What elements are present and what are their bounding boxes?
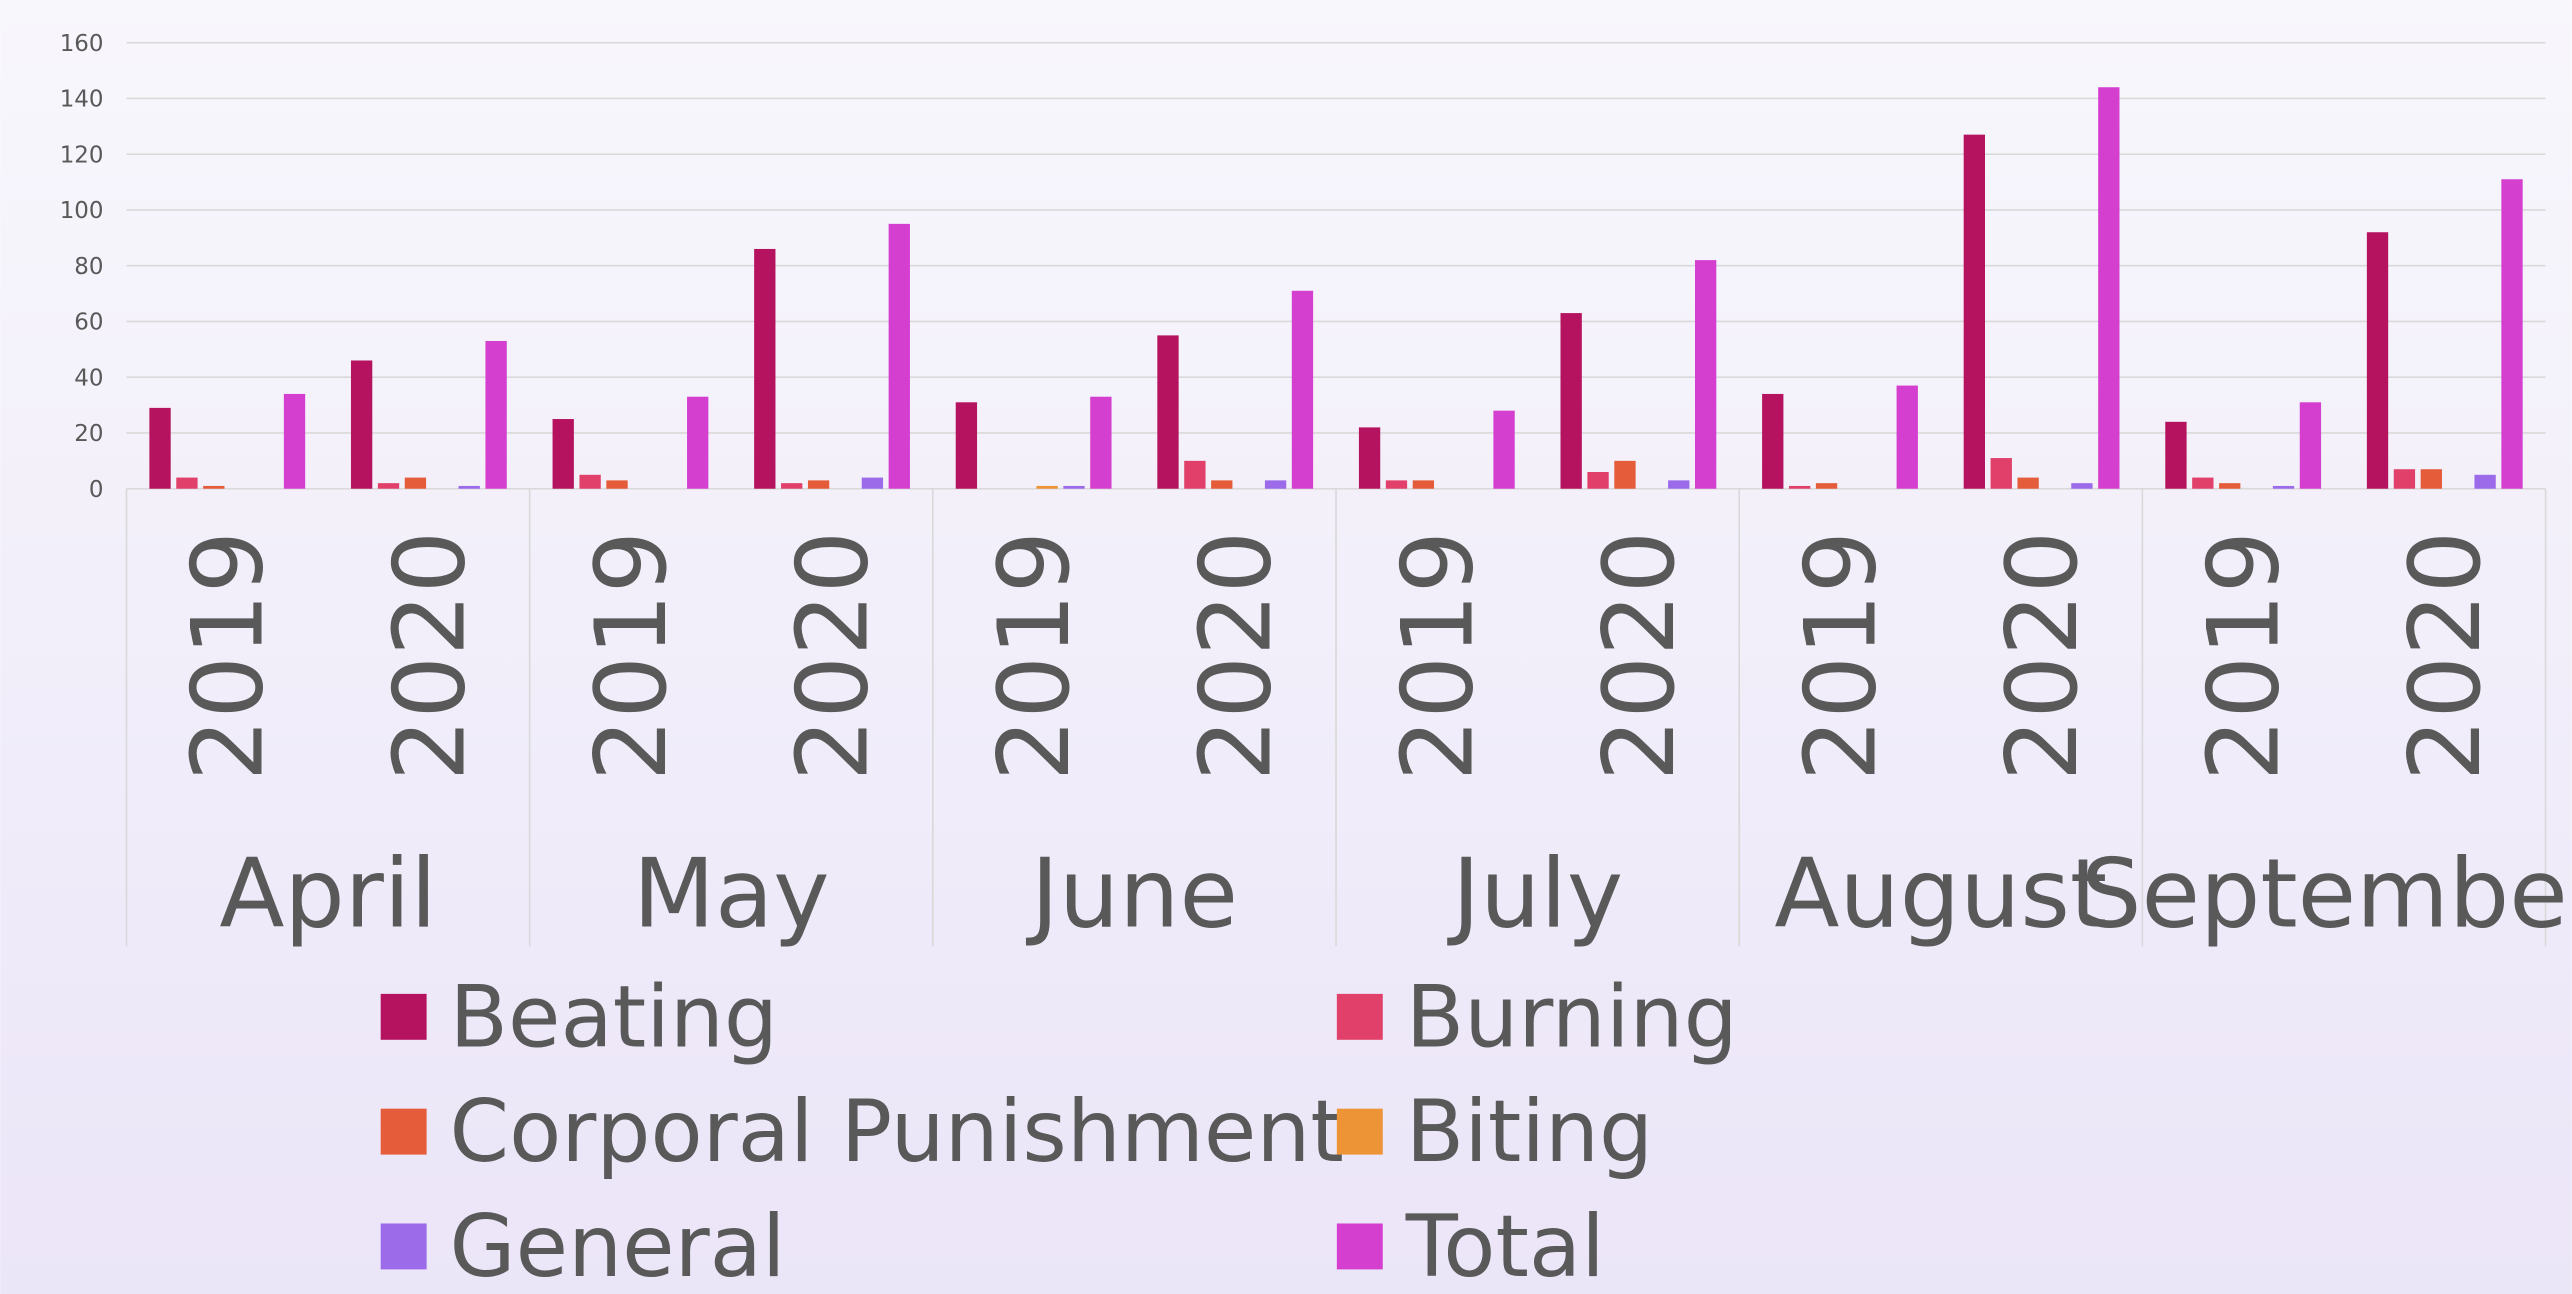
bar <box>1560 313 1582 489</box>
legend-label: Beating <box>450 968 779 1067</box>
bar <box>2098 87 2120 489</box>
bar <box>1493 410 1515 489</box>
group-label: July <box>1447 840 1623 950</box>
legend-label: Total <box>1405 1198 1605 1294</box>
bar <box>1211 480 1233 489</box>
bar <box>1614 460 1636 489</box>
x-tick-label: 2019 <box>2188 531 2302 781</box>
bar <box>2017 477 2039 489</box>
y-tick-label: 0 <box>89 477 104 503</box>
x-tick-label: 2019 <box>978 531 1092 781</box>
bar <box>377 483 400 489</box>
bar <box>2272 485 2295 489</box>
bar <box>1036 485 1058 489</box>
bar <box>2420 469 2442 489</box>
bar <box>2192 477 2214 489</box>
y-tick-label: 140 <box>60 87 104 113</box>
x-tick-label: 2020 <box>2389 531 2503 781</box>
bar <box>2501 179 2523 489</box>
x-tick-label: 2020 <box>1583 531 1697 781</box>
y-tick-label: 40 <box>74 365 103 391</box>
bar <box>2366 232 2389 489</box>
x-tick-label: 2019 <box>172 531 286 781</box>
bar <box>149 407 171 489</box>
bar <box>1184 460 1206 489</box>
bar <box>1668 480 1690 489</box>
legend-swatch <box>380 1108 427 1155</box>
y-tick-label: 60 <box>74 310 103 336</box>
bar <box>2474 474 2496 489</box>
y-tick-label: 160 <box>60 31 104 57</box>
bar <box>861 477 884 489</box>
bar <box>1990 458 2012 489</box>
group-label: April <box>219 840 436 950</box>
legend-swatch <box>1336 1108 1383 1155</box>
bar <box>552 419 574 489</box>
y-tick-label: 20 <box>74 421 103 447</box>
legend-swatch <box>1336 1223 1383 1270</box>
bar <box>1896 385 1918 489</box>
bar <box>1291 290 1314 489</box>
y-tick-label: 80 <box>74 254 103 280</box>
x-tick-label: 2020 <box>373 531 487 781</box>
bar <box>1694 260 1717 489</box>
bar <box>606 480 628 489</box>
bar <box>2165 421 2187 489</box>
legend-label: Corporal Punishment <box>450 1083 1344 1182</box>
group-label: June <box>1026 840 1238 950</box>
bar <box>2393 469 2416 489</box>
bar <box>458 485 480 489</box>
bar <box>404 477 427 489</box>
bar <box>1358 427 1381 489</box>
bar <box>176 477 198 489</box>
bar <box>754 248 776 489</box>
bar <box>1412 480 1435 489</box>
bar <box>1090 396 1112 489</box>
group-label: September <box>2081 840 2572 950</box>
bar <box>687 396 709 489</box>
bar <box>2299 402 2322 489</box>
bar <box>1385 480 1408 489</box>
bar <box>485 340 507 489</box>
legend-swatch <box>380 1223 427 1270</box>
bar <box>283 393 306 489</box>
x-tick-label: 2019 <box>1381 531 1495 781</box>
legend-swatch <box>380 993 427 1040</box>
bar <box>1815 483 1838 489</box>
legend-label: Burning <box>1406 968 1738 1067</box>
bar <box>1063 485 1085 489</box>
bar <box>888 223 910 489</box>
x-tick-label: 2020 <box>1180 531 1294 781</box>
x-tick-label: 2020 <box>1986 531 2100 781</box>
group-label: May <box>633 840 830 950</box>
y-tick-label: 100 <box>60 198 104 224</box>
bar <box>781 483 803 489</box>
x-tick-label: 2020 <box>776 531 890 781</box>
bar <box>203 485 225 489</box>
bar <box>2219 483 2241 489</box>
legend-label: Biting <box>1406 1083 1653 1182</box>
group-label: August <box>1774 840 2107 950</box>
bar <box>579 474 601 489</box>
y-tick-label: 120 <box>60 142 104 168</box>
bar <box>1788 485 1811 489</box>
bar <box>1963 134 1986 489</box>
x-tick-label: 2019 <box>1784 531 1898 781</box>
bar <box>1587 472 1609 489</box>
bar <box>1157 335 1179 489</box>
bar <box>1264 480 1287 489</box>
bar <box>807 480 830 489</box>
x-tick-label: 2019 <box>575 531 689 781</box>
legend-label: General <box>450 1198 786 1294</box>
bar <box>350 360 373 489</box>
bar <box>2071 483 2093 489</box>
legend-swatch <box>1336 993 1383 1040</box>
bar <box>955 402 978 489</box>
bar <box>1762 393 1784 489</box>
